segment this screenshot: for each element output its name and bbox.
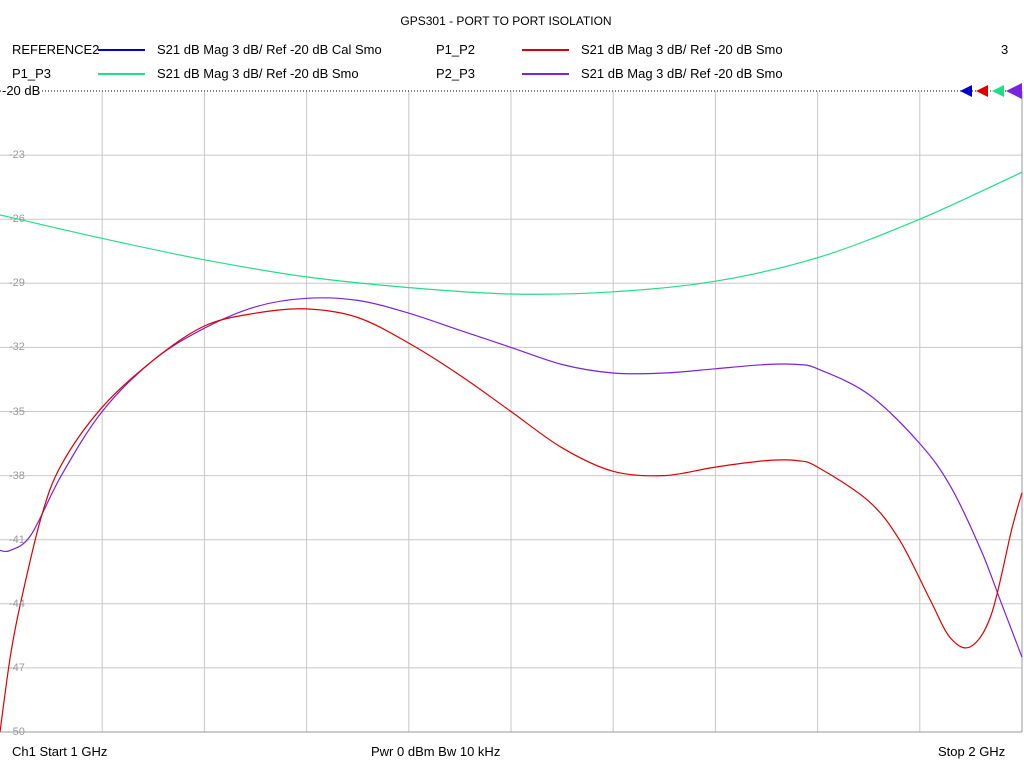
y-tick-label: -26: [9, 213, 25, 226]
y-tick-label: -29: [9, 277, 25, 290]
y-tick-label: -23: [9, 149, 25, 162]
y-tick-label: -50: [9, 726, 25, 738]
legend-name-p2-p3: P2_P3: [436, 66, 476, 81]
marker-p1-p3-icon: [992, 85, 1004, 97]
marker-p1-p2-icon: [976, 85, 988, 97]
series-line-p2-p3: [0, 297, 1023, 658]
legend-desc-reference2: S21 dB Mag 3 dB/ Ref -20 dB Cal Smo: [157, 42, 382, 57]
legend-swatch-reference2: [98, 49, 145, 51]
y-tick-label: -32: [9, 341, 25, 354]
marker-reference2-icon: [960, 85, 972, 97]
legend-name-p1-p2: P1_P2: [436, 42, 476, 57]
legend-desc-p2-p3: S21 dB Mag 3 dB/ Ref -20 dB Smo: [581, 66, 783, 81]
legend-swatch-p1-p2: [522, 49, 569, 51]
footer-power-bandwidth: Pwr 0 dBm Bw 10 kHz: [371, 744, 501, 759]
y-tick-label: -41: [9, 533, 25, 546]
marker-count: 3: [1001, 42, 1009, 57]
legend-name-p1-p3: P1_P3: [12, 66, 52, 81]
trace-markers: [960, 83, 1022, 99]
marker-p2-p3-icon: [1006, 83, 1022, 99]
y-tick-label: -35: [9, 405, 25, 418]
legend-desc-p1-p2: S21 dB Mag 3 dB/ Ref -20 dB Smo: [581, 42, 783, 57]
legend-name-reference2: REFERENCE2: [12, 42, 100, 57]
series-line-p1-p2: [0, 308, 1023, 733]
footer-start: Ch1 Start 1 GHz: [12, 744, 108, 759]
legend-swatch-p2-p3: [522, 73, 569, 75]
chart-title: GPS301 - PORT TO PORT ISOLATION: [400, 14, 612, 28]
reference-level-label: -20 dB: [2, 83, 41, 99]
footer-stop: Stop 2 GHz: [938, 744, 1006, 759]
series-lines: [0, 171, 1023, 733]
legend-desc-p1-p3: S21 dB Mag 3 dB/ Ref -20 dB Smo: [157, 66, 359, 81]
y-tick-label: -44: [9, 597, 25, 610]
legend-swatch-p1-p3: [98, 73, 145, 75]
series-line-p1-p3: [0, 171, 1023, 295]
y-tick-label: -38: [9, 469, 25, 482]
y-tick-label: -47: [9, 661, 25, 674]
